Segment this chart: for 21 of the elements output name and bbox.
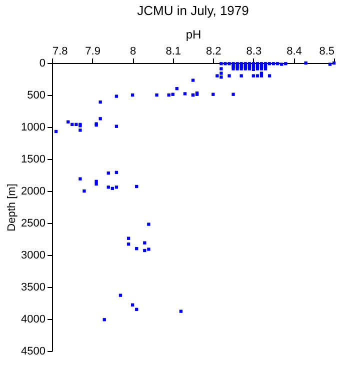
x-tick-label: 7.9 (85, 46, 100, 58)
x-tick-label: 8.3 (246, 46, 262, 58)
x-tick-label: 7.8 (52, 46, 68, 58)
x-tick-label: 8 (130, 46, 136, 58)
y-tick-label: 500 (27, 90, 46, 102)
y-tick-label: 1500 (21, 154, 46, 166)
x-tick-label: 8.4 (286, 46, 302, 58)
y-tick-label: 1000 (21, 122, 46, 134)
y-tick-label: 0 (39, 58, 46, 70)
y-tick-label: 3500 (21, 282, 46, 294)
x-axis-title: pH (186, 28, 202, 42)
y-tick-label: 4500 (21, 346, 46, 358)
x-tick-label: 8.2 (206, 46, 222, 58)
y-axis-title: Depth [m] (6, 184, 18, 232)
y-tick-label: 2500 (21, 218, 46, 230)
y-tick-label: 4000 (21, 314, 46, 326)
x-tick-label: 8.1 (166, 46, 182, 58)
chart-title: JCMU in July, 1979 (137, 3, 249, 18)
x-tick-label: 8.5 (319, 46, 334, 58)
y-tick-label: 2000 (21, 186, 46, 198)
y-tick-label: 3000 (21, 250, 46, 262)
